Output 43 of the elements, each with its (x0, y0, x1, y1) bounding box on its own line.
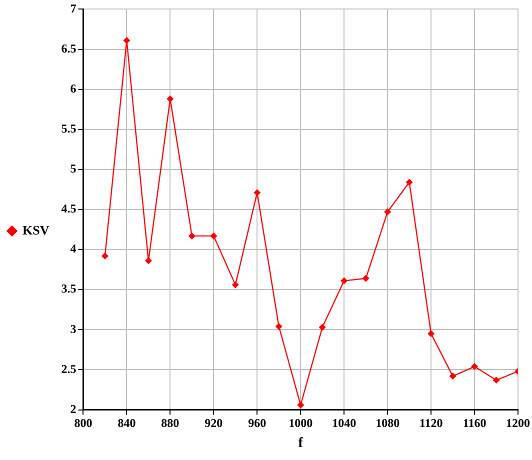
point (166, 95, 174, 102)
point (101, 252, 108, 260)
x-tick-label: 1080 (376, 416, 400, 430)
y-tick-label: 4 (70, 242, 76, 256)
point (362, 274, 370, 282)
point (406, 178, 413, 186)
point (449, 372, 456, 380)
y-tick-label: 6 (70, 81, 76, 96)
point (254, 189, 261, 196)
x-tick-label: 880 (161, 416, 180, 430)
x-tick-label: 1160 (462, 416, 486, 430)
x-tick-label: 1000 (288, 416, 313, 430)
y-tick-label: 2 (70, 402, 76, 416)
x-tick-label: 840 (118, 416, 136, 430)
point (428, 330, 435, 338)
y-tick-label: 5 (70, 162, 76, 176)
x-tick-label: 800 (74, 416, 92, 430)
point (123, 36, 130, 44)
x-tick-label: 1120 (419, 416, 443, 430)
point (188, 232, 196, 240)
y-tick-label: 3 (70, 322, 76, 336)
y-tick-label: 4.5 (61, 202, 76, 216)
y-tick-label: 5.5 (61, 121, 76, 136)
point (297, 401, 304, 408)
y-tick-label: 3.5 (61, 282, 76, 296)
point (232, 281, 239, 288)
y-tick-label: 2.5 (61, 362, 76, 376)
point (144, 257, 152, 264)
x-tick-label: 920 (204, 416, 223, 430)
point (492, 376, 500, 384)
x-tick-label: 960 (248, 416, 266, 430)
point (275, 322, 282, 330)
y-tick-label: 6.5 (61, 41, 76, 56)
x-axis-title: f (298, 436, 304, 452)
point (340, 277, 348, 284)
x-tick-label: 1040 (332, 416, 356, 430)
point (318, 324, 326, 331)
y-tick-label: 7 (70, 1, 76, 16)
point (471, 363, 478, 370)
legend-label: KSV (22, 222, 50, 238)
x-tick-label: 1200 (506, 416, 530, 430)
point (384, 208, 392, 216)
point (210, 232, 218, 240)
